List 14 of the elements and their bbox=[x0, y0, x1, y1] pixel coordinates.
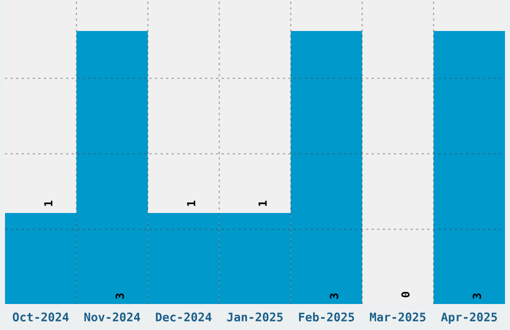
data-label: 1 bbox=[44, 200, 52, 206]
data-label: 3 bbox=[116, 293, 124, 299]
data-label: 1 bbox=[258, 200, 267, 206]
data-label: 3 bbox=[330, 293, 338, 299]
x-tick-label: Apr-2025 bbox=[441, 312, 497, 324]
x-tick-label: Nov-2024 bbox=[84, 312, 140, 322]
data-label: 1 bbox=[187, 200, 196, 206]
data-label: 3 bbox=[472, 293, 482, 299]
data-label: 0 bbox=[401, 292, 410, 298]
x-tick-label: Oct-2024 bbox=[12, 312, 69, 322]
x-tick-label: Mar-2025 bbox=[370, 312, 426, 322]
x-tick-label: Feb-2025 bbox=[299, 312, 354, 322]
x-tick-label: Jan-2025 bbox=[227, 312, 283, 322]
x-tick-label: Dec-2024 bbox=[156, 312, 212, 322]
